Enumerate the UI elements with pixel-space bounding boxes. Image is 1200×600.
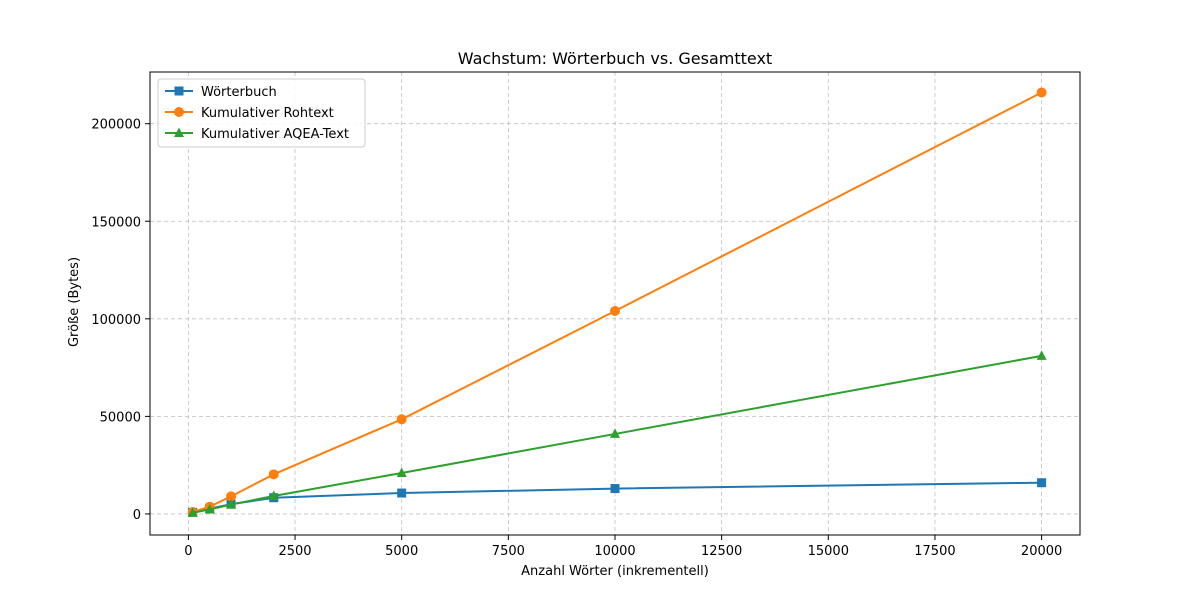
- data-point-circle: [1036, 87, 1047, 98]
- y-axis-label: Größe (Bytes): [67, 257, 82, 347]
- legend-label: Kumulativer AQEA-Text: [201, 127, 349, 142]
- axes: 0 2500 5000 7500 10000 12500 15000 17500 2000005…: [91, 71, 1081, 559]
- data-point-square: [1037, 478, 1047, 488]
- data-point-triangle: [396, 467, 407, 477]
- data-point-triangle: [268, 490, 279, 500]
- data-point-triangle: [226, 499, 237, 509]
- y-tick-label: 200000: [91, 118, 141, 133]
- data-point-triangle: [610, 428, 620, 438]
- x-axis-label: Anzahl Wörter (inkrementell): [521, 564, 709, 579]
- data-point-circle: [610, 306, 620, 317]
- legend-box: [157, 78, 366, 148]
- x-tick-label: 20000: [1021, 544, 1062, 559]
- data-point-circle: [396, 414, 407, 425]
- data-point-circle: [226, 491, 237, 502]
- legend-marker-circle: [174, 107, 184, 117]
- legend-marker-square: [174, 86, 184, 96]
- x-tick-label: 12500: [701, 544, 742, 559]
- legend-label: Kumulativer Rohtext: [201, 106, 334, 121]
- legend-label: Wörterbuch: [201, 85, 277, 100]
- x-tick-label: 7500: [492, 544, 525, 559]
- data-point-square: [397, 488, 407, 498]
- y-tick-label: 50000: [100, 410, 141, 425]
- series-group: [187, 87, 1047, 517]
- x-tick-label: 10000: [594, 544, 635, 559]
- y-tick-label: 0: [133, 508, 141, 523]
- y-tick-label: 150000: [91, 215, 141, 230]
- data-point-triangle: [187, 507, 198, 517]
- data-point-circle: [268, 469, 279, 480]
- chart-title: Wachstum: Wörterbuch vs. Gesamttext: [458, 49, 772, 68]
- legend-marker-triangle: [174, 127, 184, 137]
- y-tick-label: 100000: [91, 313, 141, 328]
- data-point-square: [610, 484, 620, 494]
- x-tick-label: 2500: [278, 544, 311, 559]
- x-tick-label: 5000: [385, 544, 418, 559]
- x-tick-label: 0: [184, 544, 192, 559]
- x-tick-label: 15000: [808, 544, 849, 559]
- data-point-triangle: [1036, 350, 1047, 360]
- data-point-triangle: [204, 503, 215, 514]
- legend: Wörterbuch Kumulativer Rohtext Kumulativer…: [157, 78, 366, 148]
- x-tick-label: 17500: [914, 544, 955, 559]
